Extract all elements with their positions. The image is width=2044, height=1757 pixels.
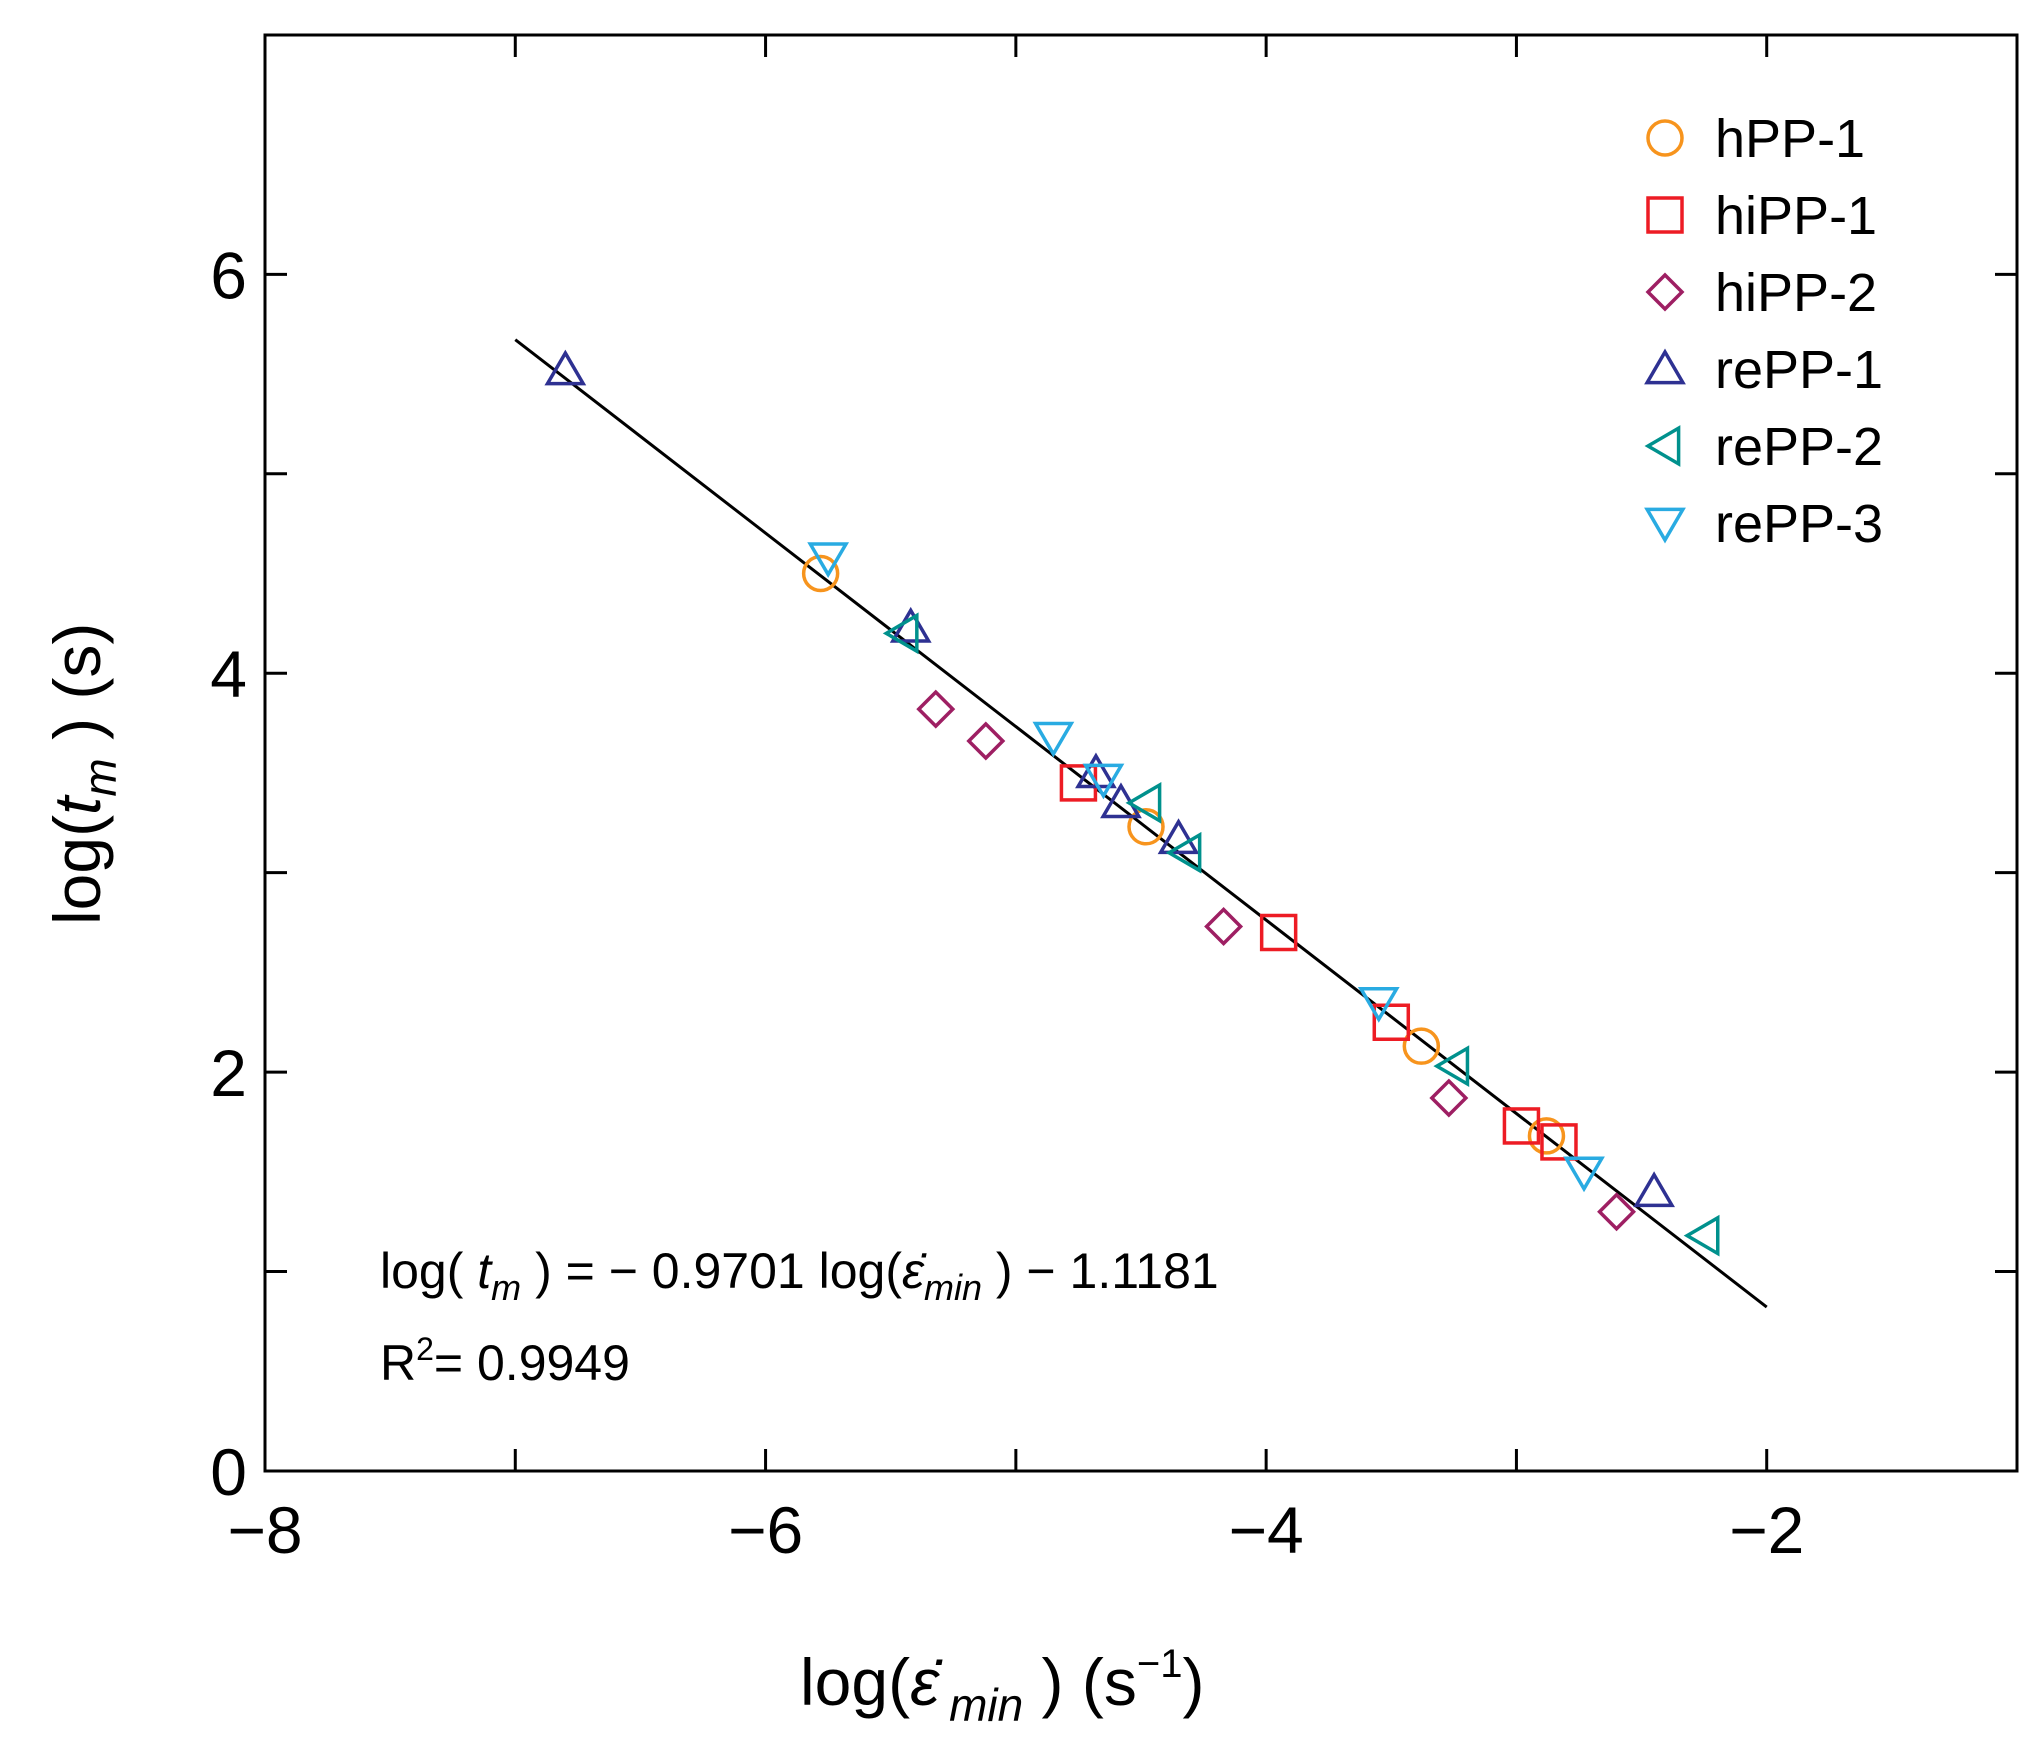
- x-axis-title: log(ε̇ min ) (s−1): [800, 1642, 1204, 1731]
- legend-marker: [1645, 272, 1685, 312]
- legend-item: rePP-2: [1644, 417, 1883, 477]
- data-point: [1165, 831, 1202, 874]
- legend-label: rePP-3: [1715, 494, 1883, 554]
- data-point: [1527, 1117, 1566, 1155]
- x-tick-label: −2: [1729, 1493, 1804, 1567]
- data-point: [1683, 1214, 1720, 1257]
- data-point: [1204, 907, 1244, 946]
- legend-marker: [1644, 425, 1681, 467]
- data-point: [916, 689, 956, 729]
- data-point: [1540, 1123, 1578, 1161]
- series-rePP-2: [882, 612, 1720, 1257]
- data-point: [1259, 913, 1298, 952]
- series-rePP-1: [544, 349, 1675, 1208]
- legend: hPP-1 hiPP-1 hiPP-2 rePP-1 rePP-2 rePP-3: [1644, 109, 1883, 554]
- y-tick-label: 4: [210, 637, 247, 711]
- series-hPP-1: [801, 554, 1566, 1155]
- x-tick-label: −6: [728, 1493, 803, 1567]
- legend-label: rePP-1: [1715, 340, 1883, 400]
- data-point: [1633, 1171, 1675, 1208]
- data-point: [1157, 818, 1200, 855]
- legend-item: hiPP-1: [1646, 186, 1877, 246]
- data-point: [807, 542, 850, 579]
- legend-item: hiPP-2: [1645, 263, 1877, 323]
- legend-label: hPP-1: [1715, 109, 1865, 169]
- data-point: [1372, 1003, 1411, 1041]
- legend-marker: [1644, 507, 1686, 544]
- data-point: [1075, 752, 1117, 789]
- data-point: [1082, 763, 1125, 800]
- data-point: [544, 349, 587, 386]
- series-hiPP-1: [1059, 764, 1578, 1161]
- data-point: [1429, 1078, 1469, 1118]
- data-point: [882, 612, 919, 655]
- legend-marker: [1644, 348, 1686, 385]
- legend-item: rePP-3: [1644, 494, 1883, 554]
- data-point: [1032, 721, 1075, 758]
- data-point: [1125, 781, 1162, 824]
- axis-ticks: [263, 35, 2017, 1473]
- legend-item: hPP-1: [1646, 109, 1865, 169]
- legend-label: rePP-2: [1715, 417, 1883, 477]
- data-point: [1127, 808, 1165, 846]
- data-points: [544, 349, 1720, 1257]
- plot-frame: [263, 33, 2019, 1473]
- regression-line: [514, 338, 1768, 1309]
- series-hiPP-2: [916, 689, 1637, 1232]
- legend-marker: [1646, 196, 1684, 234]
- axis-tick-labels: −8 −6 −4 −2 0 2 4 6: [210, 238, 1804, 1567]
- legend-item: rePP-1: [1644, 340, 1883, 400]
- data-point: [801, 554, 840, 593]
- data-point: [966, 721, 1006, 761]
- x-tick-label: −8: [227, 1493, 302, 1567]
- series-rePP-3: [807, 542, 1605, 1193]
- data-point: [1433, 1045, 1470, 1088]
- y-tick-label: 6: [210, 238, 247, 312]
- data-point: [1402, 1027, 1441, 1065]
- data-point: [1502, 1107, 1541, 1145]
- legend-label: hiPP-1: [1715, 186, 1877, 246]
- data-point: [1563, 1156, 1605, 1193]
- y-tick-label: 0: [210, 1435, 247, 1509]
- r-squared: R2= 0.9949: [380, 1331, 630, 1391]
- y-axis-title: log(tm ) (s): [40, 623, 126, 925]
- legend-marker: [1646, 119, 1684, 157]
- data-point: [1597, 1192, 1637, 1232]
- y-tick-label: 2: [210, 1036, 247, 1110]
- fit-equation: log( tm ) = − 0.9701 log(ε̇min ) − 1.118…: [380, 1243, 1219, 1308]
- data-point: [1357, 986, 1400, 1023]
- x-tick-label: −4: [1229, 1493, 1304, 1567]
- legend-label: hiPP-2: [1715, 263, 1877, 323]
